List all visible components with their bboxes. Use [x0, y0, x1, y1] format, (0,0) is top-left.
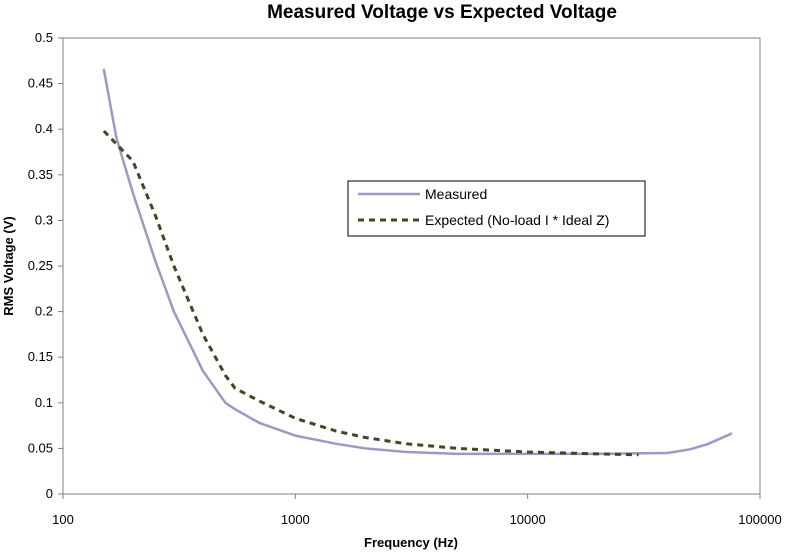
x-axis: 100 1000 10000 100000	[52, 494, 782, 527]
x-tick-label: 10000	[510, 512, 546, 527]
x-tick-label: 100	[52, 512, 74, 527]
y-tick-label: 0.1	[35, 395, 53, 410]
y-axis-title: RMS Voltage (V)	[1, 216, 16, 315]
legend-label-expected: Expected (No-load I * Ideal Z)	[425, 212, 609, 228]
x-tick-label: 100000	[738, 512, 781, 527]
y-tick-label: 0.5	[35, 30, 53, 45]
legend: Measured Expected (No-load I * Ideal Z)	[347, 180, 646, 237]
x-tick-label: 1000	[281, 512, 310, 527]
y-tick-label: 0.45	[28, 76, 53, 91]
y-tick-label: 0.15	[28, 349, 53, 364]
legend-label-measured: Measured	[425, 186, 487, 202]
legend-box	[347, 180, 646, 237]
y-tick-label: 0	[46, 486, 53, 501]
x-axis-title: Frequency (Hz)	[364, 535, 458, 550]
y-axis: 0 0.05 0.1 0.15 0.2 0.25 0.3 0.35 0.4 0.45 0.5	[28, 30, 63, 501]
y-tick-label: 0.4	[35, 121, 53, 136]
y-tick-label: 0.05	[28, 440, 53, 455]
y-tick-label: 0.2	[35, 304, 53, 319]
chart-title: Measured Voltage vs Expected Voltage	[267, 2, 617, 23]
series-layer	[102, 68, 733, 457]
y-tick-label: 0.35	[28, 167, 53, 182]
plot-area	[62, 37, 761, 495]
y-tick-label: 0.25	[28, 258, 53, 273]
series-line-measured	[102, 68, 733, 456]
y-tick-label: 0.3	[35, 212, 53, 227]
